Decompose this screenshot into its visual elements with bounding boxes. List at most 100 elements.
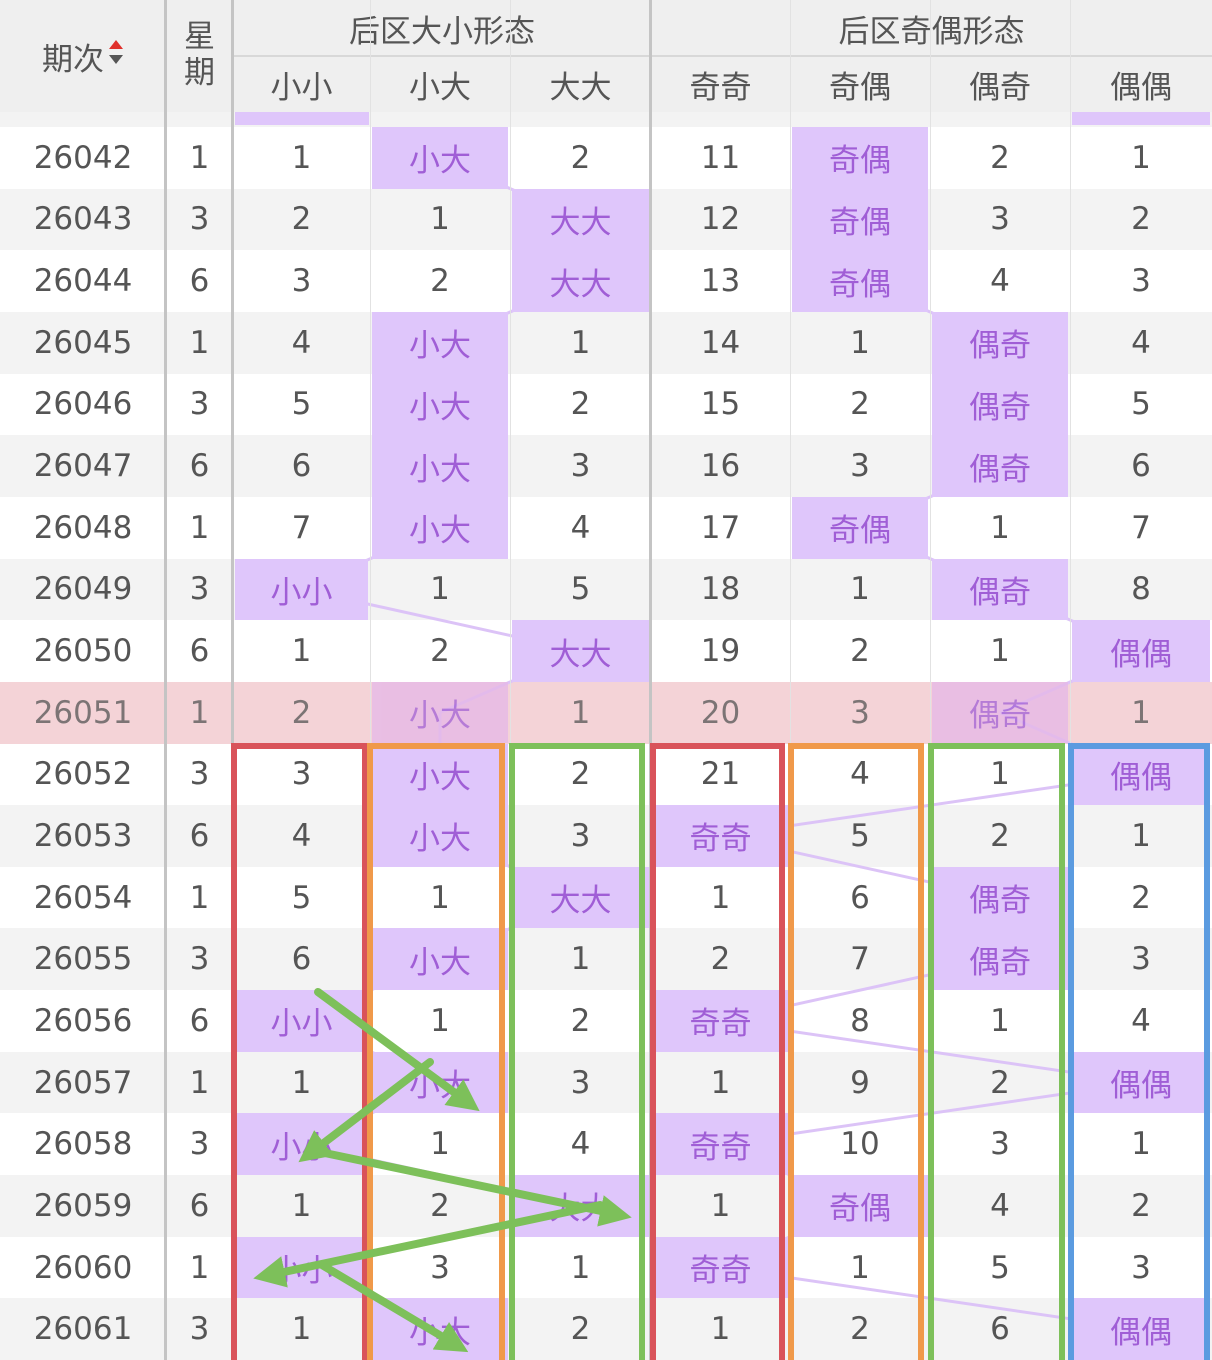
form-cell: 小大 [372,496,508,559]
cell: 2 [1131,1187,1151,1224]
row-bg [0,496,1212,560]
cell: 5 [570,571,591,608]
cell: 6 [850,879,870,916]
cell: 1 [850,324,870,361]
cell: 2 [710,941,731,978]
cell: 1 [990,756,1010,793]
cell: 8 [1131,571,1151,608]
cell: 26050 [33,633,133,669]
cell: 26058 [33,1126,133,1163]
cell: 2 [430,633,450,669]
cell: 26043 [33,201,133,238]
form-cell: 偶偶 [1072,743,1210,806]
cell: 1 [291,633,312,669]
sort-icon[interactable] [108,38,124,74]
column-divider [930,0,931,1360]
cell: 1 [990,509,1010,546]
column-divider [1070,0,1071,1360]
header-rule [651,55,1212,57]
column-header: 偶偶 [1110,70,1172,106]
form-cell: 小大 [372,127,508,189]
cell: 2 [570,1311,591,1348]
boxes [231,743,1210,1360]
form-cell: 奇奇 [653,1113,788,1176]
cell: 1 [710,1064,731,1101]
cell: 14 [700,324,741,361]
cell: 6 [291,448,312,485]
cell: 2 [850,1311,870,1348]
form-cell: 偶偶 [1072,620,1210,682]
cell: 2 [570,1002,591,1039]
form-cell: 偶奇 [932,311,1068,374]
cell: 6 [189,263,210,300]
form-cell: 奇奇 [653,805,788,867]
cell: 26055 [33,941,133,978]
cell: 1 [430,1126,450,1163]
row-bg [0,743,1212,806]
cell: 26042 [33,139,133,176]
cell: 3 [189,571,210,608]
form-cell: 奇偶 [792,188,928,251]
cell: 5 [291,386,312,423]
cell: 1 [291,1311,312,1348]
form-cell: 偶奇 [932,373,1068,436]
cell: 10 [840,1126,880,1163]
cell: 3 [189,201,210,238]
cell: 2 [291,694,312,731]
form-cell: 偶奇 [932,558,1068,621]
cell: 7 [1131,509,1151,546]
row-bg [0,1113,1212,1176]
cell: 26053 [33,817,133,854]
form-cell: 大大 [512,250,649,312]
column-divider [649,0,652,1360]
cell: 26056 [33,1002,133,1039]
cell: 3 [430,1249,450,1286]
column-divider [790,0,791,1360]
cell: 6 [189,817,210,854]
cell: 16 [700,448,741,485]
column-divider [510,0,511,1360]
cell: 6 [189,1187,210,1224]
cell: 17 [700,509,741,546]
cell: 1 [1131,1126,1151,1163]
arrows [253,988,632,1353]
cell: 26048 [33,509,133,546]
cell: 4 [1131,1002,1151,1039]
cell: 26060 [33,1249,133,1286]
cell: 2 [850,633,870,669]
cell: 8 [850,1002,870,1039]
form-cell: 奇偶 [792,250,928,312]
cell: 3 [189,1126,210,1163]
column-divider [370,0,371,1360]
cell: 1 [189,509,210,546]
cell: 4 [990,1187,1010,1224]
cell: 5 [1131,386,1151,423]
group-header: 后区奇偶形态 [838,13,1025,50]
cell: 15 [700,386,741,423]
cell: 26051 [33,694,133,731]
cell: 1 [990,1002,1010,1039]
form-cell: 大大 [512,620,649,682]
cell: 1 [570,694,591,731]
cell: 26044 [33,263,133,300]
group-header: 后区大小形态 [349,13,535,50]
cell: 18 [700,571,741,608]
form-cell: 偶奇 [932,681,1068,744]
cell: 26059 [33,1187,133,1224]
form-cell: 偶奇 [932,928,1068,991]
cell: 9 [850,1064,870,1101]
column-header: 小大 [409,70,471,106]
cell: 3 [1131,1249,1151,1286]
cell: 1 [990,633,1010,669]
row-bg [0,127,1212,190]
cell: 3 [291,263,312,300]
header-rule [233,55,651,57]
cell: 12 [700,201,741,238]
cell: 5 [850,817,870,854]
cell: 4 [990,263,1010,300]
cell: 6 [189,633,210,669]
cell: 1 [430,201,450,238]
cell: 3 [570,817,591,854]
cell: 26049 [33,571,133,608]
